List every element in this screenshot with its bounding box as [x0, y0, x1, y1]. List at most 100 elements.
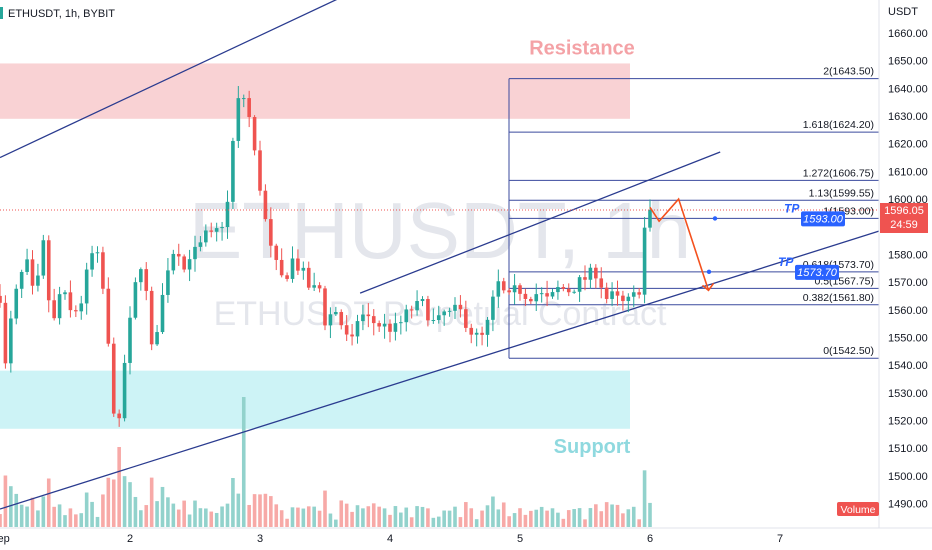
tp-box-1[interactable]: [795, 264, 839, 280]
volume-bar-40: [214, 512, 219, 527]
tp-box-0[interactable]: [801, 211, 845, 227]
projection-arrowhead: [701, 282, 715, 292]
trend-channels[interactable]: [0, 0, 885, 510]
channel-rising[interactable]: [359, 151, 721, 294]
resistance-label: Resistance: [529, 37, 635, 59]
candle-body-22: [117, 413, 121, 419]
volume-bar-111: [599, 511, 604, 527]
volume-bar-6: [30, 497, 35, 527]
candle-body-116: [626, 296, 631, 302]
price-tick-3: 1630.00: [888, 111, 928, 123]
volume-bar-72: [388, 514, 392, 527]
volume-bar-81: [436, 516, 441, 527]
volume-bar-109: [588, 508, 593, 527]
candle-body-109: [588, 267, 593, 280]
volume-bar-94: [507, 516, 511, 527]
candle-body-77: [415, 301, 419, 311]
candle-body-72: [388, 323, 392, 332]
candle-body-48: [258, 150, 262, 191]
volume-bar-75: [404, 507, 409, 527]
volume-bar-71: [382, 508, 387, 527]
candle-body-29: [155, 332, 159, 345]
candle-body-59: [317, 285, 322, 289]
volume-bar-93: [501, 502, 506, 527]
volume-bar-39: [209, 511, 214, 527]
volume-bar-65: [350, 511, 354, 527]
price-tick-5: 1610.00: [888, 166, 928, 178]
candle-body-2: [9, 318, 13, 364]
candle-body-52: [279, 259, 284, 276]
candle-body-36: [193, 246, 197, 260]
candle-body-56: [301, 267, 306, 271]
volume-bar-60: [323, 490, 327, 527]
projection-path[interactable]: [649, 197, 715, 292]
candle-body-60: [323, 288, 327, 326]
candle-body-9: [46, 240, 51, 301]
volume-bar-113: [610, 504, 614, 527]
candle-body-76: [409, 309, 414, 311]
projection-polyline[interactable]: [649, 197, 710, 291]
volume-bar-36: [193, 500, 197, 527]
volume-bar-41: [220, 506, 224, 527]
candle-body-98: [529, 298, 533, 302]
symbol-header[interactable]: ETHUSDT, 1h, BYBIT: [8, 8, 115, 20]
candle-body-91: [491, 296, 495, 320]
tp-dot-1: [706, 269, 712, 275]
channel-lower[interactable]: [0, 228, 885, 510]
fib-label-7: 0.382(1561.80): [803, 292, 874, 304]
volume-bar-56: [301, 508, 306, 527]
resistance-zone[interactable]: [0, 63, 630, 119]
candle-body-93: [501, 281, 506, 291]
candle-body-58: [312, 285, 316, 288]
volume-bar-43: [231, 478, 235, 527]
candle-body-90: [485, 319, 490, 335]
volume-bar-82: [442, 510, 446, 527]
channel-upper[interactable]: [0, 0, 342, 159]
candle-body-81: [436, 315, 441, 321]
price-tick-0: 1660.00: [888, 28, 928, 40]
price-tick-17: 1490.00: [888, 499, 928, 511]
candle-body-27: [144, 269, 149, 291]
candle-body-65: [350, 334, 354, 337]
support-zone[interactable]: [0, 370, 630, 429]
volume-label-bg: [837, 502, 879, 516]
volume-bar-103: [556, 512, 560, 527]
candle-body-30: [160, 294, 165, 333]
volume-bar-77: [415, 506, 419, 527]
volume-bar-110: [594, 504, 598, 527]
candle-body-10: [52, 300, 56, 319]
candle-body-17: [90, 253, 94, 270]
candle-body-68: [366, 314, 371, 317]
candle-body-5: [25, 259, 29, 272]
candle-body-69: [371, 316, 376, 324]
volume-bar-20: [106, 477, 111, 527]
volume-bar-4: [19, 504, 24, 527]
candle-body-112: [604, 287, 609, 299]
candle-body-64: [344, 325, 349, 335]
volume-bar-52: [279, 510, 284, 527]
candle-body-117: [631, 292, 636, 297]
volume-bar-0: [0, 514, 2, 527]
volume-label[interactable]: Volume: [840, 504, 875, 516]
time-axis[interactable]: Sep 2 3 4 5 6 7: [0, 527, 932, 545]
volume-bar-29: [155, 501, 159, 527]
volume-bar-97: [523, 514, 528, 527]
volume-bar-34: [182, 500, 186, 527]
volume-bar-102: [550, 508, 555, 527]
volume-bar-80: [431, 517, 436, 527]
candle-body-37: [198, 242, 203, 247]
volume-bar-26: [139, 510, 143, 527]
volume-bar-19: [101, 494, 105, 527]
candle-body-47: [252, 117, 257, 151]
candle-body-103: [556, 287, 560, 293]
price-axis[interactable]: USDT 1660.00 1650.00 1640.00 1630.00 1620.00…: [878, 0, 932, 528]
price-axis-unit: USDT: [888, 6, 918, 18]
volume-bar-28: [149, 477, 154, 527]
candle-body-53: [285, 275, 289, 279]
volume-bar-31: [166, 497, 170, 527]
volume-bar-33: [176, 509, 181, 527]
volume-bar-11: [57, 504, 62, 527]
volume-bar-99: [534, 509, 539, 527]
